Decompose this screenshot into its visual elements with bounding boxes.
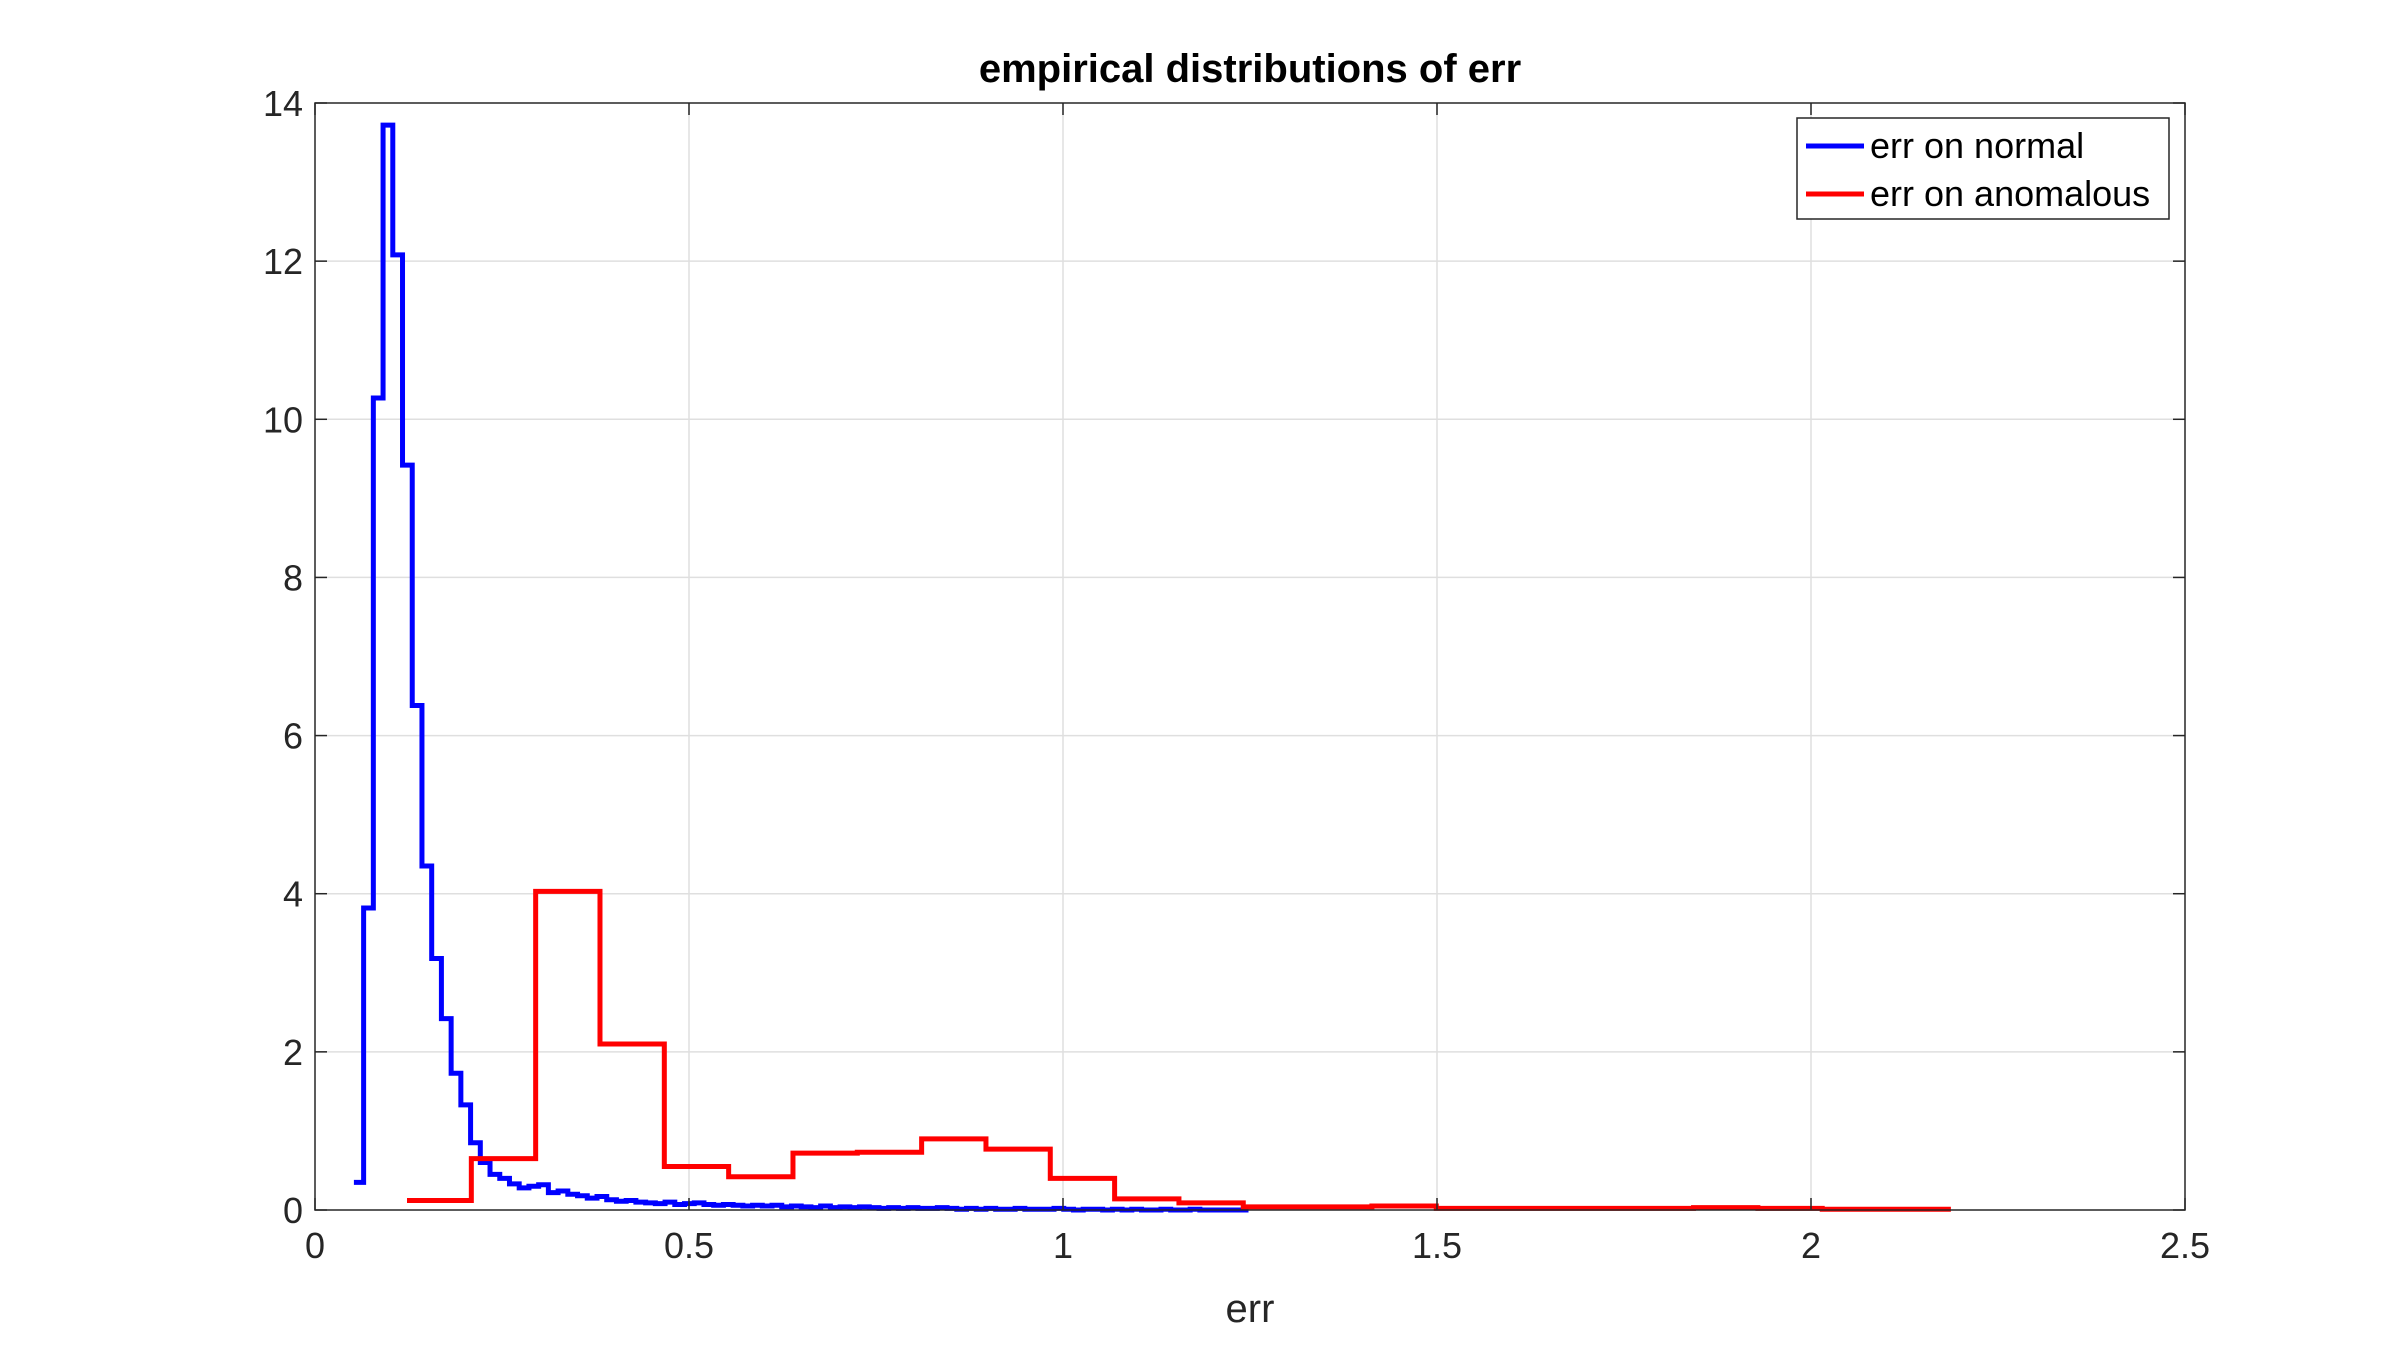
y-tick-label: 12	[263, 241, 303, 282]
y-tick-label: 10	[263, 399, 303, 440]
y-tick-label: 14	[263, 83, 303, 124]
x-tick-label: 2.5	[2160, 1225, 2210, 1266]
grid-lines	[315, 103, 2185, 1210]
y-tick-label: 2	[283, 1032, 303, 1073]
axes-frame	[314, 102, 2186, 1211]
y-tick-label: 6	[283, 716, 303, 757]
x-tick-label: 1.5	[1412, 1225, 1462, 1266]
x-tick-label: 0	[305, 1225, 325, 1266]
x-tick-label: 0.5	[664, 1225, 714, 1266]
plot-area	[315, 103, 2185, 1210]
y-tick-label: 8	[283, 557, 303, 598]
series-line-err-on-anomalous	[407, 888, 1951, 1212]
axis-ticks: 0 0.5 1 1.5 2 2.5 0 2 4 6 8 10 12 14	[263, 83, 2210, 1266]
legend-box	[1796, 117, 2170, 220]
x-tick-label: 1	[1053, 1225, 1073, 1266]
legend-label-anomalous: err on anomalous	[1870, 173, 2150, 214]
y-tick-label: 4	[283, 874, 303, 915]
x-tick-label: 2	[1801, 1225, 1821, 1266]
x-axis-label: err	[1226, 1287, 1275, 1331]
chart-title: empirical distributions of err	[979, 47, 1521, 91]
legend: err on normal err on anomalous	[1796, 117, 2170, 220]
legend-label-normal: err on normal	[1870, 125, 2084, 166]
y-tick-label: 0	[283, 1190, 303, 1231]
